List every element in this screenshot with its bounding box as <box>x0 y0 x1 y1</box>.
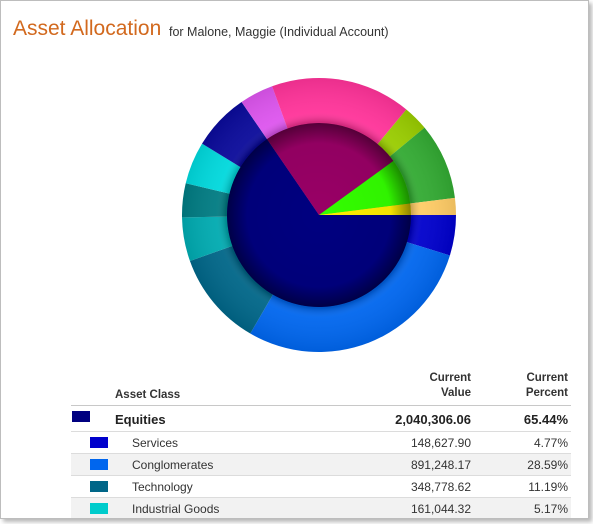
header-percent-line2: Percent <box>525 387 568 399</box>
account-subtitle: for Malone, Maggie (Individual Account) <box>169 25 389 39</box>
legend-swatch <box>90 503 108 514</box>
current-percent: 11.19% <box>528 480 568 494</box>
asset-class-name: Equities <box>115 412 166 427</box>
allocation-table: Asset Class Current Value Current Percen… <box>71 365 571 518</box>
current-value: 348,778.62 <box>410 480 471 494</box>
allocation-donut-chart <box>181 78 456 352</box>
current-percent: 4.77% <box>533 436 568 450</box>
legend-swatch <box>90 459 108 470</box>
legend-swatch <box>90 437 108 448</box>
legend-swatch <box>72 411 90 422</box>
table-row-conglomerates[interactable]: Conglomerates 891,248.17 28.59% <box>71 454 571 476</box>
current-percent: 65.44% <box>523 412 568 427</box>
table-row-technology[interactable]: Technology 348,778.62 11.19% <box>71 476 571 498</box>
current-value: 2,040,306.06 <box>395 412 471 427</box>
asset-class-name: Industrial Goods <box>132 502 220 516</box>
page-title: Asset Allocation <box>13 17 162 40</box>
current-value: 891,248.17 <box>410 458 471 472</box>
column-header-current-percent: Current Percent <box>526 371 568 401</box>
inner-pie-shading <box>227 123 411 307</box>
header-value-line2: Value <box>440 387 471 399</box>
header-percent-line1: Current <box>526 372 568 384</box>
current-percent: 5.17% <box>533 502 568 516</box>
table-row-industrial-goods[interactable]: Industrial Goods 161,044.32 5.17% <box>71 498 571 518</box>
column-header-asset-class: Asset Class <box>115 389 181 401</box>
asset-class-name: Services <box>132 436 179 450</box>
legend-swatch <box>90 481 108 492</box>
asset-class-name: Technology <box>132 480 193 494</box>
asset-class-name: Conglomerates <box>132 458 214 472</box>
current-value: 161,044.32 <box>410 502 471 516</box>
table-header: Asset Class Current Value Current Percen… <box>71 365 571 406</box>
current-value: 148,627.90 <box>410 436 471 450</box>
table-row-equities[interactable]: Equities 2,040,306.06 65.44% <box>71 406 571 432</box>
column-header-current-value: Current Value <box>429 371 471 401</box>
header-value-line1: Current <box>429 372 471 384</box>
table-row-services[interactable]: Services 148,627.90 4.77% <box>71 432 571 454</box>
current-percent: 28.59% <box>527 458 568 472</box>
